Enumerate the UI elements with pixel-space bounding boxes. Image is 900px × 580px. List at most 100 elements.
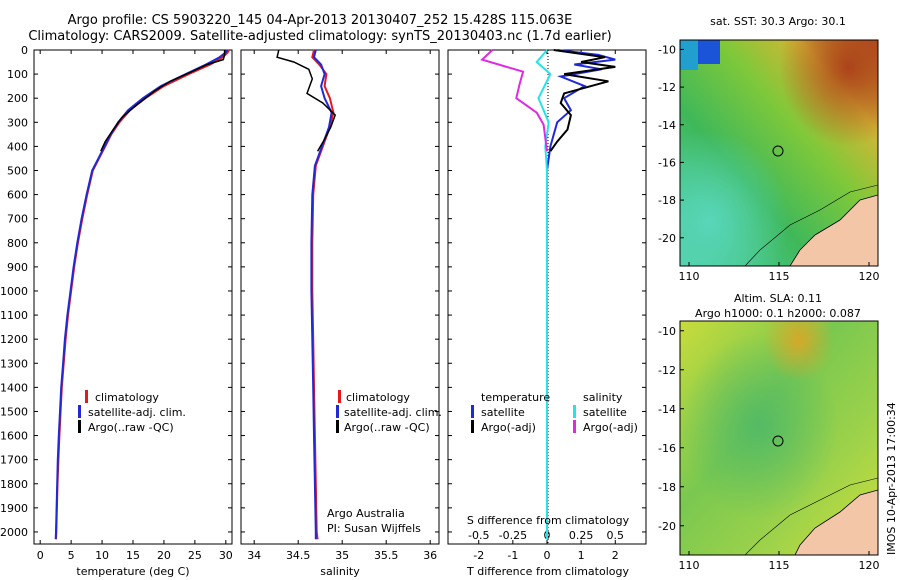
map-x-tick-label: 110 <box>679 559 700 572</box>
difference-legend: temperature satellite Argo(-adj) salinit… <box>471 391 638 434</box>
legend-t-argo-label: Argo(-adj) <box>481 421 536 434</box>
x-tick-label: 30 <box>219 549 233 562</box>
x-tick-label: 25 <box>188 549 202 562</box>
s-difference-label: S difference from climatology <box>467 514 630 527</box>
x-tick-label: -2 <box>473 549 484 562</box>
depth-tick-label: 2000 <box>0 526 28 539</box>
depth-tick-label: 700 <box>7 213 28 226</box>
map-y-tick-label: -16 <box>658 442 676 455</box>
x-tick-label: 2 <box>612 549 619 562</box>
sst-blue-patch <box>698 40 720 64</box>
depth-tick-label: 800 <box>7 237 28 250</box>
legend-climatology-label: climatology <box>95 391 159 404</box>
legend-argo-swatch <box>336 420 339 433</box>
map-y-tick-label: -10 <box>658 325 676 338</box>
map-x-tick-label: 120 <box>859 270 880 283</box>
t-diff-argo-line <box>549 49 616 152</box>
legend-satellite-swatch <box>336 405 339 418</box>
sst-map: sat. SST: 30.3 Argo: 30.1 110 115 120 -10 -1… <box>658 15 879 283</box>
x-tick-label: 20 <box>157 549 171 562</box>
temperature-x-label: temperature (deg C) <box>76 565 189 578</box>
depth-tick-label: 1700 <box>0 454 28 467</box>
difference-y-ticks <box>448 49 646 533</box>
map-y-tick-label: -16 <box>658 156 676 169</box>
map-x-tick-label: 115 <box>769 559 790 572</box>
sst-land-mass <box>789 194 878 266</box>
legend-argo-label: Argo(..raw -QC) <box>344 421 430 434</box>
salinity-x-label: salinity <box>320 565 360 578</box>
x-tick-label: -1 <box>507 549 518 562</box>
legend-satellite-label: satellite-adj. clim. <box>88 406 186 419</box>
t-diff-satellite-line <box>546 49 616 540</box>
map-y-tick-label: -18 <box>658 194 676 207</box>
map-y-tick-label: -14 <box>658 119 676 132</box>
legend-satellite-label: satellite-adj. clim. <box>344 406 442 419</box>
difference-panel: -2 -1 0 1 2-0.5 -0.25 0 0.25 0.5 temperature sat… <box>447 49 647 578</box>
x-tick-label: 10 <box>95 549 109 562</box>
depth-tick-label: 200 <box>7 92 28 105</box>
salinity-y-ticks <box>241 49 439 533</box>
legend-climatology-swatch <box>85 390 88 403</box>
annotation-argo-australia: Argo Australia <box>327 507 405 520</box>
legend-satellite-swatch <box>78 405 81 418</box>
map-y-tick-label: -10 <box>658 43 676 56</box>
sla-map-title-line-1: Altim. SLA: 0.11 <box>734 292 822 305</box>
x-tick-label: 0 <box>544 549 551 562</box>
s-tick-label: 0.25 <box>569 529 594 542</box>
legend-salinity-heading: salinity <box>583 391 623 404</box>
legend-argo-label: Argo(..raw -QC) <box>88 421 174 434</box>
depth-tick-label: 1400 <box>0 381 28 394</box>
salinity-series <box>276 49 337 540</box>
depth-tick-label: 1000 <box>0 285 28 298</box>
x-tick-label: 36 <box>423 549 437 562</box>
sla-map-axes: 110 115 120 -10 -12 -14 -16 -18 -20 <box>658 325 879 572</box>
legend-t-argo-swatch <box>471 420 474 433</box>
sla-map-title-line-2: Argo h1000: 0.1 h2000: 0.087 <box>695 307 861 320</box>
temperature-plot-frame <box>33 49 233 545</box>
difference-series <box>480 49 616 540</box>
depth-tick-label: 500 <box>7 164 28 177</box>
depth-axis: 0 100 200 300 400 500 600 700 800 900 1000 1100 1200… <box>0 44 232 539</box>
s-diff-argo-line <box>480 49 548 152</box>
depth-tick-label: 1500 <box>0 405 28 418</box>
map-y-tick-label: -12 <box>658 364 676 377</box>
depth-tick-label: 1800 <box>0 478 28 491</box>
depth-tick-label: 1600 <box>0 430 28 443</box>
s-tick-label: -0.5 <box>468 529 489 542</box>
figure-title-line-1: Argo profile: CS 5903220_145 04-Apr-2013… <box>67 13 573 28</box>
sla-land-mass <box>794 489 878 555</box>
s-tick-label: 0.5 <box>607 529 625 542</box>
map-y-tick-label: -14 <box>658 403 676 416</box>
salinity-argo-line <box>276 49 337 152</box>
x-tick-label: 15 <box>126 549 140 562</box>
depth-tick-label: 300 <box>7 116 28 129</box>
temperature-argo-line <box>100 50 226 152</box>
difference-x-axis: -2 -1 0 1 2-0.5 -0.25 0 0.25 0.5 <box>468 50 624 562</box>
x-tick-label: 34 <box>247 549 261 562</box>
depth-tick-label: 1900 <box>0 502 28 515</box>
legend-climatology-swatch <box>338 390 341 403</box>
legend-t-satellite-swatch <box>471 405 474 418</box>
sla-profile-marker <box>772 435 784 447</box>
map-y-tick-label: -18 <box>658 481 676 494</box>
map-y-tick-label: -20 <box>658 232 676 245</box>
sst-map-title: sat. SST: 30.3 Argo: 30.1 <box>710 15 846 28</box>
sst-map-axes: 110 115 120 -10 -12 -14 -16 -18 -20 <box>658 43 879 283</box>
legend-s-argo-label: Argo(-adj) <box>583 421 638 434</box>
depth-tick-label: 1100 <box>0 309 28 322</box>
x-tick-label: 5 <box>68 549 75 562</box>
depth-tick-label: 400 <box>7 140 28 153</box>
salinity-satellite-line <box>310 49 333 540</box>
legend-climatology-label: climatology <box>346 391 410 404</box>
legend-temperature-heading: temperature <box>481 391 550 404</box>
depth-tick-label: 100 <box>7 68 28 81</box>
x-tick-label: 1 <box>578 549 585 562</box>
sst-bathymetry-contour <box>744 184 878 266</box>
map-x-tick-label: 110 <box>679 270 700 283</box>
x-tick-label: 35 <box>335 549 349 562</box>
map-y-tick-label: -20 <box>658 520 676 533</box>
map-x-tick-label: 120 <box>859 559 880 572</box>
figure-title-line-2: Climatology: CARS2009. Satellite-adjuste… <box>28 29 612 44</box>
map-x-tick-label: 115 <box>769 270 790 283</box>
salinity-panel: 34 34.5 35 35.5 36 climatology satellite-adj… <box>240 49 442 578</box>
